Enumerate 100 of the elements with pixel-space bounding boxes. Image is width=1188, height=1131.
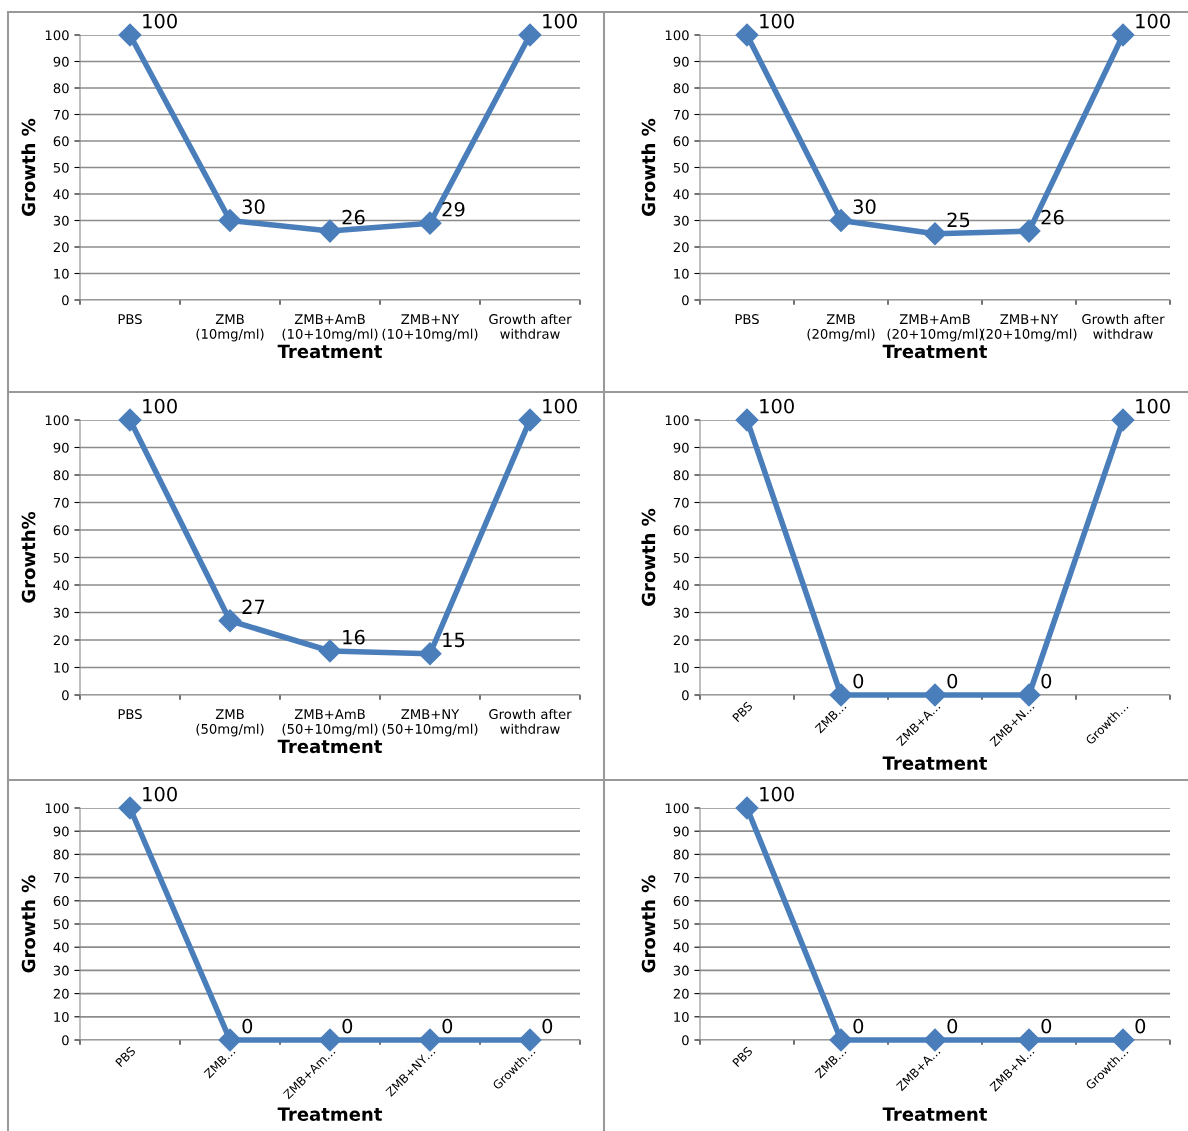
x-tick-label: PBS <box>732 1046 753 1068</box>
y-tick-label: 60 <box>673 525 689 536</box>
data-label: 0 <box>1041 1018 1052 1034</box>
data-label: 100 <box>543 13 577 29</box>
y-tick-label: 70 <box>53 497 69 508</box>
y-tick-label: 100 <box>665 30 689 41</box>
point <box>218 209 242 232</box>
y-tick-label: 50 <box>53 162 69 173</box>
data-label: 0 <box>947 1018 958 1034</box>
y-tick-label: 100 <box>45 30 69 41</box>
y-tick-label: 90 <box>53 56 69 67</box>
y-tick-label: 20 <box>53 635 69 646</box>
point <box>518 408 542 432</box>
y-tick-label: 90 <box>673 56 689 67</box>
y-tick-label: 50 <box>673 919 689 930</box>
y-tick-label: 50 <box>53 552 69 563</box>
y-tick-label: 20 <box>673 242 689 253</box>
y-tick-label: 50 <box>673 162 689 173</box>
y-tick-label: 100 <box>665 803 689 814</box>
data-label: 100 <box>760 13 794 29</box>
y-tick-label: 90 <box>53 442 69 453</box>
point <box>118 408 142 432</box>
y-tick-label: 0 <box>682 1035 689 1046</box>
x-tick-label: PBS <box>735 314 759 325</box>
y-axis-title: Growth % <box>641 118 656 216</box>
y-tick-label: 40 <box>673 580 689 591</box>
x-tick-label: PBS <box>732 701 753 723</box>
data-label: 26 <box>1041 209 1064 225</box>
data-label: 25 <box>947 212 970 228</box>
data-label: 27 <box>242 599 265 614</box>
point <box>1111 23 1135 47</box>
y-tick-label: 10 <box>54 1012 69 1022</box>
x-tick-label: Growth after withdraw <box>489 313 572 339</box>
y-tick-label: 60 <box>53 136 69 147</box>
data-label: 29 <box>442 201 465 217</box>
y-tick-label: 50 <box>53 919 69 930</box>
y-tick-label: 60 <box>673 136 689 147</box>
y-tick-label: 80 <box>53 849 69 860</box>
y-tick-label: 70 <box>53 109 69 120</box>
y-tick-label: 30 <box>53 965 69 976</box>
x-tick-label: ZMB+NY (10+10mg/ml) <box>382 314 478 342</box>
y-tick-label: 70 <box>673 497 689 508</box>
data-label: 16 <box>343 629 365 645</box>
y-tick-label: 0 <box>62 295 69 306</box>
y-axis-title: Growth % <box>21 118 36 216</box>
x-axis-title: Treatment <box>882 344 988 359</box>
y-tick-label: 10 <box>674 662 689 673</box>
x-tick-label: ZMB+AmB (10+10mg/ml) <box>282 314 378 342</box>
y-tick-label: 20 <box>673 988 689 999</box>
data-label: 0 <box>1135 1018 1146 1034</box>
y-tick-label: 40 <box>673 189 689 200</box>
y-tick-label: 40 <box>673 942 689 953</box>
x-tick-label: ZMB+NY (50+10mg/ml) <box>382 709 478 737</box>
point <box>118 23 142 47</box>
y-tick-label: 60 <box>53 896 69 906</box>
point <box>923 222 947 246</box>
x-axis-title: Treatment <box>277 739 383 754</box>
point <box>418 642 442 666</box>
y-tick-label: 40 <box>53 189 69 200</box>
y-tick-label: 80 <box>53 470 69 481</box>
y-tick-label: 30 <box>673 607 689 618</box>
y-tick-label: 0 <box>682 295 689 306</box>
point <box>418 211 442 235</box>
y-tick-label: 40 <box>53 580 69 591</box>
data-label: 100 <box>760 398 794 414</box>
y-axis-title: Growth % <box>641 875 656 973</box>
y-tick-label: 90 <box>673 826 689 837</box>
x-tick-label: ZMB (20mg/ml) <box>807 314 875 342</box>
y-tick-label: 30 <box>673 215 689 226</box>
data-label: 100 <box>543 398 577 414</box>
data-label: 100 <box>143 13 177 29</box>
data-label: 100 <box>1136 398 1170 414</box>
x-tick-label: PBS <box>118 709 142 720</box>
y-tick-label: 70 <box>53 872 69 883</box>
y-axis-title: Growth % <box>21 875 36 973</box>
point <box>518 23 542 47</box>
y-tick-label: 10 <box>54 662 69 673</box>
data-label: 0 <box>242 1018 253 1034</box>
data-label: 0 <box>442 1018 453 1034</box>
y-tick-label: 0 <box>62 1035 69 1046</box>
y-axis-title: Growth% <box>21 511 36 603</box>
x-axis-title: Treatment <box>882 756 988 770</box>
y-tick-label: 10 <box>54 268 69 279</box>
y-tick-label: 80 <box>53 83 69 94</box>
point <box>318 219 342 243</box>
y-tick-label: 30 <box>53 607 69 618</box>
x-axis-title: Treatment <box>277 1107 383 1121</box>
x-tick-label: PBS <box>115 1046 136 1068</box>
x-tick-label: ZMB+AmB (20+10mg/ml) <box>887 314 983 342</box>
data-label: 30 <box>853 199 876 214</box>
x-axis-title: Treatment <box>277 344 383 359</box>
y-tick-label: 70 <box>673 872 689 883</box>
y-tick-label: 60 <box>53 525 69 536</box>
y-tick-label: 90 <box>673 442 689 453</box>
y-tick-label: 100 <box>45 415 69 426</box>
y-tick-label: 90 <box>53 826 69 837</box>
data-label: 0 <box>947 673 958 689</box>
y-tick-label: 80 <box>673 83 689 94</box>
x-axis-title: Treatment <box>882 1107 988 1121</box>
y-tick-label: 80 <box>673 849 689 860</box>
